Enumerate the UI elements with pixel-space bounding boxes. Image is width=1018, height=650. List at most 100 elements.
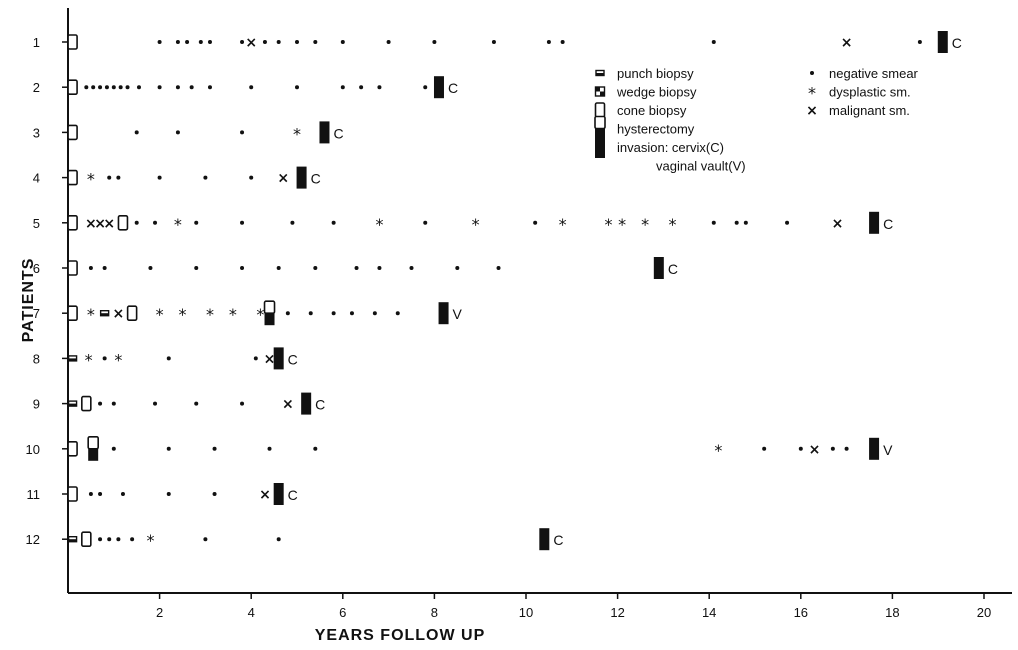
negative-mark	[120, 492, 125, 496]
negative-mark	[409, 266, 414, 270]
legend-item: negative smear	[810, 66, 919, 81]
wedge-mark-legend	[594, 86, 606, 97]
hysterectomy-outline	[263, 300, 276, 315]
invasion-site-label: V	[453, 306, 463, 322]
legend-label: invasion: cervix(C)	[617, 140, 724, 155]
negative-mark	[136, 85, 141, 90]
hysterectomy-fill	[264, 313, 275, 326]
x-tick-label: 20	[977, 605, 991, 620]
dysplastic-mark: *	[87, 305, 95, 324]
patient-row-2: C	[67, 76, 458, 99]
invasion-site-label: C	[952, 35, 962, 51]
negative-mark	[194, 266, 199, 270]
cone-mark	[67, 215, 78, 231]
negative-mark	[111, 401, 116, 406]
negative-mark	[104, 85, 109, 90]
legend: punch biopsy wedge biopsy cone biopsy hyste…	[594, 66, 919, 174]
malignant-mark: ×	[103, 216, 115, 232]
dysplastic-mark: *	[206, 305, 214, 324]
negative-mark	[157, 40, 162, 44]
punch-mark	[67, 400, 78, 407]
legend-label: hysterectomy	[617, 122, 695, 137]
negative-mark	[331, 311, 336, 316]
negative-mark	[743, 220, 748, 225]
punch-mark	[67, 536, 78, 543]
negative-mark	[455, 266, 460, 270]
hysterectomy-fill	[595, 128, 605, 141]
punch-fill	[68, 539, 77, 542]
negative-mark	[88, 266, 93, 270]
negative-mark	[116, 175, 121, 180]
negative-mark	[377, 85, 382, 90]
negative-mark	[194, 220, 199, 225]
y-tick-label: 9	[33, 397, 40, 412]
negative-mark	[157, 85, 162, 90]
negative-mark	[102, 266, 107, 270]
dysplastic-mark: *	[256, 305, 264, 324]
negative-mark	[98, 401, 103, 406]
patient-row-6: C	[67, 257, 678, 279]
x-tick-label: 8	[431, 605, 438, 620]
negative-mark	[240, 40, 245, 44]
y-tick-label: 8	[33, 351, 40, 366]
malignant-mark: ×	[264, 351, 276, 367]
negative-mark	[711, 40, 716, 44]
negative-mark	[359, 85, 364, 90]
negative-mark	[194, 401, 199, 406]
negative-mark	[166, 356, 171, 361]
dysplastic-mark: *	[293, 124, 301, 143]
negative-mark	[340, 40, 345, 44]
cone-mark	[67, 260, 78, 276]
dysplastic-mark: *	[174, 215, 182, 234]
negative-mark	[295, 40, 299, 44]
malignant-mark: ×	[245, 35, 257, 51]
invasion-site-label: C	[448, 80, 458, 96]
legend-item: hysterectomy	[594, 115, 695, 141]
negative-mark	[331, 220, 336, 225]
hysterectomy-outline	[87, 435, 99, 450]
negative-mark	[207, 85, 212, 90]
negative-mark	[785, 220, 790, 225]
malignant-mark: ×	[809, 442, 821, 458]
negative-mark	[240, 130, 245, 135]
hysterectomy-mark-legend	[594, 115, 606, 141]
invasion-mark	[433, 76, 444, 99]
dysplastic-mark: *	[85, 350, 93, 369]
negative-mark	[349, 311, 354, 316]
negative-mark	[84, 85, 89, 90]
patient-row-8: * * × C	[67, 347, 298, 370]
dysplastic-mark-legend: *	[808, 84, 816, 103]
invasion-mark	[438, 302, 449, 325]
negative-mark	[285, 311, 290, 316]
cone-mark-legend	[594, 102, 606, 118]
y-tick-label: 11	[27, 487, 41, 502]
legend-item: wedge biopsy	[594, 85, 697, 100]
dysplastic-mark: *	[156, 305, 164, 324]
patient-row-5: ××× * * * * * * * * × C	[67, 211, 893, 234]
cone-mark	[81, 531, 92, 548]
x-tick-label: 16	[794, 605, 808, 620]
dysplastic-mark: *	[604, 215, 612, 234]
negative-mark	[711, 220, 716, 225]
y-tick-label: 4	[33, 171, 40, 186]
negative-mark	[134, 130, 139, 135]
malignant-mark: ×	[277, 171, 289, 187]
x-tick-label: 10	[519, 605, 533, 620]
wedge-fill-a	[595, 87, 600, 92]
invasion-mark	[937, 31, 948, 53]
legend-label: cone biopsy	[617, 103, 687, 118]
legend-item: cone biopsy	[594, 102, 687, 118]
malignant-mark: ×	[94, 216, 106, 232]
negative-mark	[844, 446, 849, 451]
negative-mark-legend	[810, 71, 814, 75]
negative-mark	[249, 85, 254, 90]
negative-mark	[372, 311, 377, 316]
patient-row-7: * * * * * * × V	[67, 300, 463, 326]
x-tick-label: 18	[885, 605, 899, 620]
negative-mark	[734, 220, 739, 225]
negative-mark	[198, 40, 203, 44]
patient-row-12: * C	[67, 528, 563, 551]
punch-fill	[68, 403, 77, 407]
negative-mark	[240, 266, 245, 270]
dysplastic-mark: *	[87, 170, 95, 189]
